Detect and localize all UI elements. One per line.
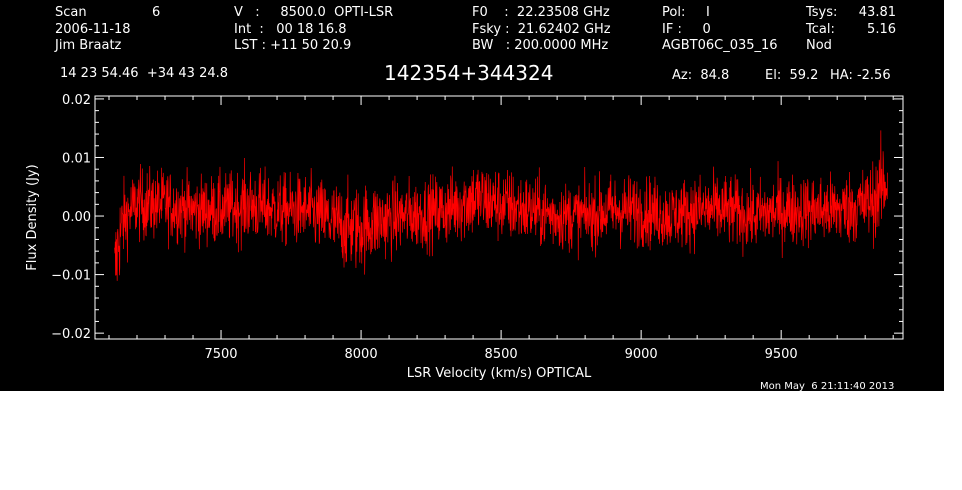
tsys-value: 43.81 xyxy=(858,5,896,20)
elevation-info: El: 59.2 xyxy=(765,68,819,83)
azimuth-info: Az: 84.8 xyxy=(672,68,730,83)
y-tick-label: 0.01 xyxy=(62,151,91,166)
spectrum-chart: 7500 8000 8500 9000 9500 −0.02 −0.01 0.00 0.01 0… xyxy=(25,93,904,381)
y-axis-label: Flux Density (Jy) xyxy=(25,164,40,270)
x-axis-label: LSR Velocity (km/s) OPTICAL xyxy=(407,366,592,381)
plot-frame xyxy=(94,95,904,340)
observing-mode: Nod xyxy=(806,38,832,53)
y-tick-label: −0.02 xyxy=(51,327,91,342)
hour-angle-info: HA: -2.56 xyxy=(830,68,891,83)
scan-number: 6 xyxy=(152,5,161,20)
project-id: AGBT06C_035_16 xyxy=(662,38,778,53)
if-info: IF : 0 xyxy=(662,22,711,37)
plot-timestamp: Mon May 6 21:11:40 2013 xyxy=(760,381,895,392)
bw-info: BW : 200.0000 MHz xyxy=(472,38,609,53)
x-axis-ticks: 7500 8000 8500 9000 9500 xyxy=(108,96,894,362)
tcal-label: Tcal: xyxy=(806,22,835,37)
y-tick-label: 0.02 xyxy=(62,93,91,108)
x-tick-label: 8500 xyxy=(485,347,518,362)
integration-info: Int : 00 18 16.8 xyxy=(234,22,347,37)
x-tick-label: 7500 xyxy=(204,347,237,362)
f0-info: F0 : 22.23508 GHz xyxy=(472,5,610,20)
y-tick-label: 0.00 xyxy=(62,210,91,225)
y-tick-label: −0.01 xyxy=(51,269,91,284)
lst-info: LST : +11 50 20.9 xyxy=(234,38,352,53)
source-coordinates: 14 23 54.46 +34 43 24.8 xyxy=(60,66,229,81)
observer-name: Jim Braatz xyxy=(55,38,122,53)
tcal-value: 5.16 xyxy=(867,22,896,37)
spectrum-series-line xyxy=(114,130,888,281)
x-tick-label: 9500 xyxy=(765,347,798,362)
source-name: 142354+344324 xyxy=(384,61,554,85)
fsky-info: Fsky : 21.62402 GHz xyxy=(472,22,611,37)
scan-label: Scan xyxy=(55,5,87,20)
tsys-label: Tsys: xyxy=(806,5,838,20)
velocity-info: V : 8500.0 OPTI-LSR xyxy=(234,5,394,20)
y-axis-ticks: −0.02 −0.01 0.00 0.01 0.02 xyxy=(51,93,903,342)
pol-info: Pol: I xyxy=(662,5,710,20)
x-tick-label: 8000 xyxy=(345,347,378,362)
observation-date: 2006-11-18 xyxy=(55,22,131,37)
x-tick-label: 9000 xyxy=(625,347,658,362)
